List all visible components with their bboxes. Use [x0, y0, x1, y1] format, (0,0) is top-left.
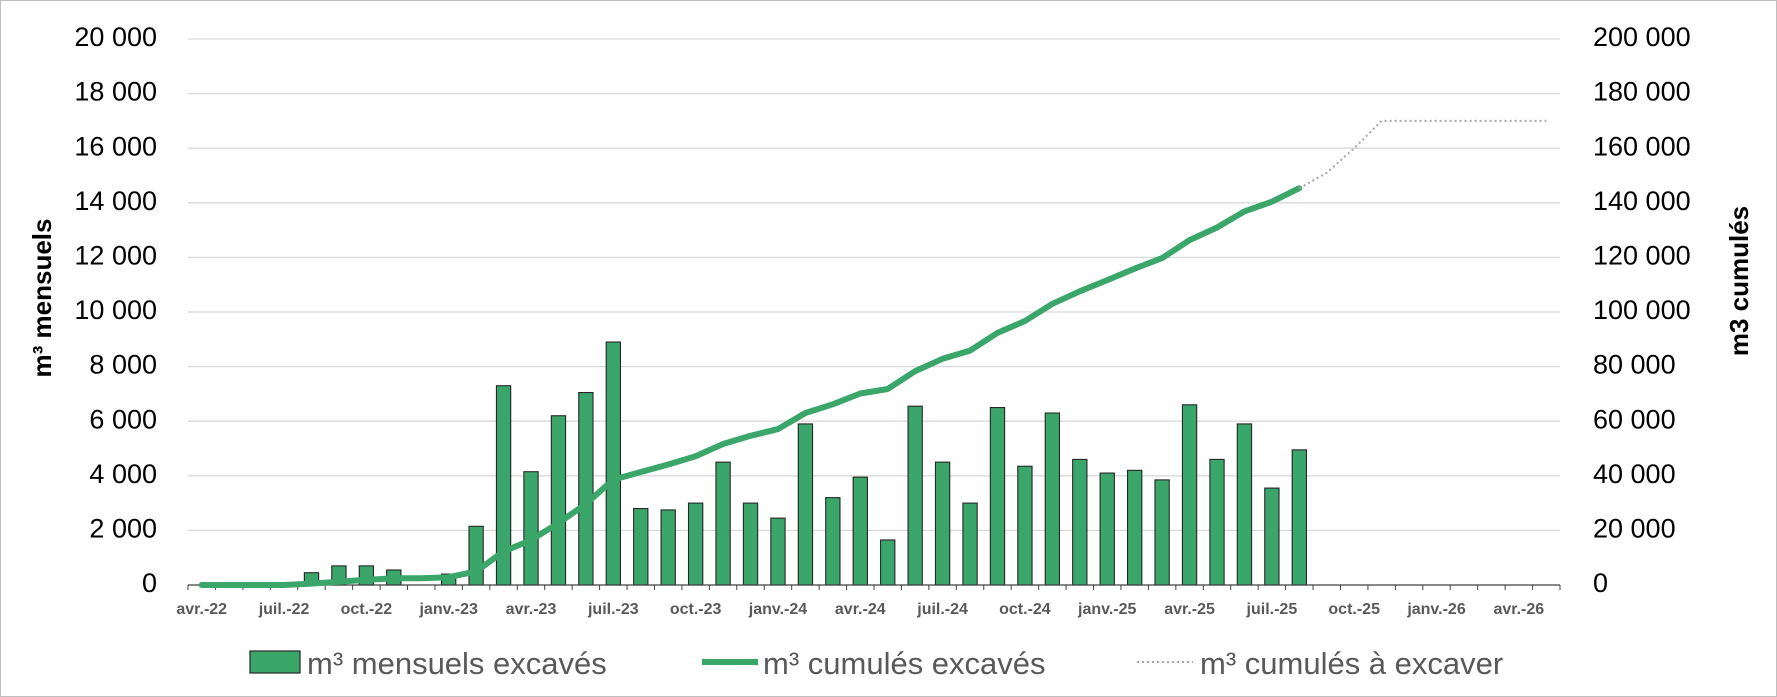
cumulative-lines — [198, 119, 1547, 588]
bar — [660, 509, 676, 586]
left-axis-tick-label: 12 000 — [74, 241, 157, 271]
right-axis-tick-label: 180 000 — [1593, 77, 1691, 107]
x-axis-tick-label: avr.-23 — [506, 601, 557, 618]
x-axis-tick-label: juil.-24 — [916, 601, 968, 618]
left-axis-tick-label: 14 000 — [74, 186, 157, 216]
bar — [687, 502, 704, 586]
bar — [825, 497, 841, 586]
bar — [468, 525, 484, 586]
bar — [1209, 458, 1225, 586]
left-axis-title: m³ mensuels — [27, 219, 57, 378]
bar — [770, 517, 786, 586]
legend-label-cumulated: m³ cumulés excavés — [763, 646, 1046, 681]
x-axis — [187, 584, 1561, 590]
left-axis-tick-label: 2 000 — [89, 514, 157, 544]
x-axis-tick-label: avr.-24 — [835, 601, 886, 618]
left-axis-tick-label: 8 000 — [89, 350, 157, 380]
bar — [605, 341, 622, 586]
right-axis-tick-label: 0 — [1593, 568, 1608, 598]
bar — [715, 461, 731, 586]
right-axis-tick-label: 100 000 — [1593, 295, 1691, 325]
x-axis-tick-label: janv.-25 — [1077, 601, 1137, 618]
bar — [1181, 404, 1198, 586]
gridlines — [188, 38, 1560, 532]
right-axis-tick-label: 20 000 — [1593, 514, 1676, 544]
left-axis-tick-label: 16 000 — [74, 131, 157, 161]
right-axis-tick-label: 160 000 — [1593, 131, 1691, 161]
bar — [907, 405, 923, 586]
right-axis-tick-label: 80 000 — [1593, 350, 1676, 380]
legend-bar-swatch — [249, 650, 301, 674]
left-axis-tick-label: 18 000 — [74, 77, 157, 107]
left-axis-tick-label: 20 000 — [74, 22, 157, 52]
x-axis-tick-label: avr.-25 — [1164, 601, 1215, 618]
x-axis-tick-label: janv.-26 — [1406, 601, 1466, 618]
bar — [1291, 449, 1308, 586]
left-axis-tick-label: 4 000 — [89, 459, 157, 489]
bar — [523, 471, 539, 586]
bar — [633, 508, 649, 586]
bar — [934, 461, 951, 586]
monthly-bars — [303, 341, 1308, 586]
left-axis-ticks: 0 2 000 4 000 6 000 8 000 10 000 12 000 14 000 1… — [74, 22, 157, 598]
legend-label-to-excavate: m³ cumulés à excaver — [1200, 646, 1503, 681]
right-axis-tick-label: 120 000 — [1593, 241, 1691, 271]
right-axis-tick-label: 200 000 — [1593, 22, 1691, 52]
x-axis-tick-label: avr.-22 — [176, 601, 227, 618]
bar — [578, 391, 594, 586]
right-axis-title: m3 cumulés — [1724, 206, 1754, 356]
bar — [742, 502, 759, 586]
legend-label-monthly: m³ mensuels excavés — [307, 646, 607, 681]
right-axis-tick-label: 140 000 — [1593, 186, 1691, 216]
x-axis-tick-label: juil.-25 — [1246, 601, 1298, 618]
x-axis-tick-label: oct.-24 — [999, 601, 1051, 618]
left-axis-tick-label: 10 000 — [74, 295, 157, 325]
x-axis-tick-label: janv.-24 — [748, 601, 808, 618]
bar — [1017, 465, 1033, 586]
x-axis-tick-label: oct.-25 — [1328, 601, 1380, 618]
bar — [962, 502, 978, 586]
right-axis-tick-label: 60 000 — [1593, 404, 1676, 434]
bar — [1072, 458, 1088, 586]
left-axis-tick-label: 0 — [142, 568, 157, 598]
bar — [1236, 423, 1253, 586]
x-axis-ticks: avr.-22 juil.-22 oct.-22 janv.-23 avr.-23 jui… — [176, 601, 1544, 618]
bar — [550, 415, 567, 586]
x-axis-tick-label: oct.-22 — [341, 601, 393, 618]
right-axis-ticks: 0 20 000 40 000 60 000 80 000 100 000 120 000 1… — [1593, 22, 1691, 598]
bar — [989, 406, 1006, 586]
x-axis-tick-label: avr.-26 — [1493, 601, 1544, 618]
bar — [1154, 479, 1170, 586]
legend: m³ mensuels excavés m³ cumulés excavés m… — [249, 646, 1503, 681]
bar — [1126, 469, 1143, 586]
right-axis-tick-label: 40 000 — [1593, 459, 1676, 489]
cumulative-to-excavate-line — [1298, 119, 1547, 190]
x-axis-tick-label: janv.-23 — [418, 601, 478, 618]
bar — [1099, 472, 1115, 586]
bar — [880, 539, 896, 586]
bar — [797, 423, 814, 586]
left-axis-tick-label: 6 000 — [89, 404, 157, 434]
cumulative-excavated-line — [198, 185, 1303, 588]
x-axis-tick-label: juil.-23 — [587, 601, 639, 618]
x-axis-tick-label: juil.-22 — [258, 601, 310, 618]
x-axis-tick-label: oct.-23 — [670, 601, 722, 618]
bar — [1044, 412, 1061, 586]
bar — [852, 476, 868, 586]
bar — [1264, 487, 1280, 586]
